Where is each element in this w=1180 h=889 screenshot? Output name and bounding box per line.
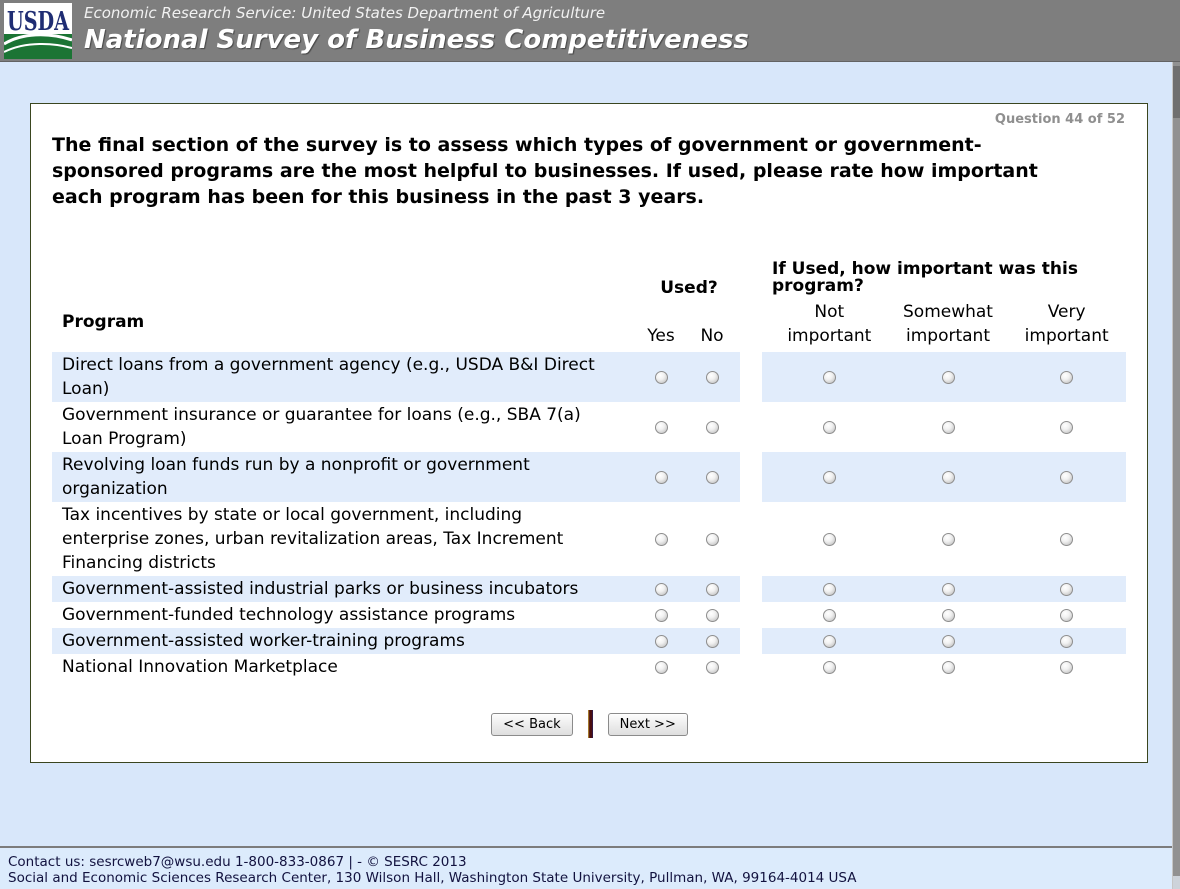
- radio-used-yes[interactable]: [654, 470, 668, 484]
- footer-address-line: Social and Economic Sciences Research Ce…: [8, 870, 857, 886]
- yes-column-label: Yes: [647, 326, 675, 346]
- radio-very-important[interactable]: [1060, 582, 1074, 596]
- question-text: The final section of the survey is to as…: [52, 134, 1038, 208]
- radio-very-important[interactable]: [1060, 370, 1074, 384]
- program-label: Revolving loan funds run by a nonprofit …: [62, 455, 530, 499]
- radio-used-yes[interactable]: [654, 420, 668, 434]
- radio-used-no[interactable]: [705, 582, 719, 596]
- used-header: Used?: [660, 278, 718, 298]
- table-row: Revolving loan funds run by a nonprofit …: [52, 452, 1127, 502]
- column-gap: [740, 452, 762, 502]
- program-label: Government-assisted industrial parks or …: [62, 579, 579, 599]
- radio-somewhat-important[interactable]: [941, 634, 955, 648]
- radio-used-no[interactable]: [705, 634, 719, 648]
- radio-very-important[interactable]: [1060, 470, 1074, 484]
- radio-somewhat-important[interactable]: [941, 420, 955, 434]
- radio-somewhat-important[interactable]: [941, 582, 955, 596]
- not-important-column-label: Not important: [787, 302, 872, 346]
- column-gap: [740, 602, 762, 628]
- table-row: Direct loans from a government agency (e…: [52, 352, 1127, 402]
- survey-panel: Question 44 of 52 The final section of t…: [30, 103, 1148, 763]
- site-title: National Survey of Business Competitiven…: [84, 25, 749, 55]
- top-banner: USDA Economic Research Service: United S…: [0, 0, 1180, 62]
- radio-very-important[interactable]: [1060, 608, 1074, 622]
- radio-not-important[interactable]: [822, 582, 836, 596]
- importance-header: If Used, how important was this program?: [772, 259, 1078, 296]
- radio-used-yes[interactable]: [654, 532, 668, 546]
- no-column-label: No: [700, 326, 724, 346]
- radio-not-important[interactable]: [822, 370, 836, 384]
- radio-used-no[interactable]: [705, 420, 719, 434]
- button-separator: [587, 710, 593, 738]
- back-button[interactable]: << Back: [491, 712, 573, 736]
- usda-logo-image: USDA: [3, 3, 73, 59]
- column-gap: [740, 352, 762, 402]
- radio-used-yes[interactable]: [654, 660, 668, 674]
- navigation-bar: << Back Next >>: [52, 710, 1127, 738]
- table-row: Government-assisted worker-training prog…: [52, 628, 1127, 654]
- radio-very-important[interactable]: [1060, 532, 1074, 546]
- program-label: Direct loans from a government agency (e…: [62, 355, 595, 399]
- radio-very-important[interactable]: [1060, 634, 1074, 648]
- program-label: National Innovation Marketplace: [62, 657, 338, 677]
- scrollbar[interactable]: [1172, 62, 1180, 889]
- program-table: If Used, how important was this program?…: [52, 256, 1127, 738]
- radio-somewhat-important[interactable]: [941, 470, 955, 484]
- radio-not-important[interactable]: [822, 470, 836, 484]
- radio-used-no[interactable]: [705, 370, 719, 384]
- radio-used-yes[interactable]: [654, 634, 668, 648]
- column-gap: [740, 628, 762, 654]
- radio-not-important[interactable]: [822, 660, 836, 674]
- table-row: Tax incentives by state or local governm…: [52, 502, 1127, 576]
- program-label: Government-funded technology assistance …: [62, 605, 516, 625]
- footer: Contact us: sesrcweb7@wsu.edu 1-800-833-…: [0, 846, 1172, 889]
- radio-used-no[interactable]: [705, 660, 719, 674]
- agency-line: Economic Research Service: United States…: [84, 4, 606, 22]
- footer-contact-line: Contact us: sesrcweb7@wsu.edu 1-800-833-…: [8, 854, 467, 870]
- next-button[interactable]: Next >>: [607, 712, 688, 736]
- radio-used-no[interactable]: [705, 608, 719, 622]
- table-row: Government-funded technology assistance …: [52, 602, 1127, 628]
- scrollbar-corner: [1173, 876, 1180, 889]
- usda-logo-text: USDA: [7, 7, 70, 37]
- radio-used-yes[interactable]: [654, 608, 668, 622]
- radio-not-important[interactable]: [822, 420, 836, 434]
- radio-somewhat-important[interactable]: [941, 608, 955, 622]
- radio-not-important[interactable]: [822, 532, 836, 546]
- radio-used-no[interactable]: [705, 470, 719, 484]
- somewhat-important-column-label: Somewhat important: [903, 302, 993, 346]
- program-label: Tax incentives by state or local governm…: [62, 505, 564, 573]
- radio-used-no[interactable]: [705, 532, 719, 546]
- table-row: National Innovation Marketplace: [52, 654, 1127, 680]
- table-row: Government insurance or guarantee for lo…: [52, 402, 1127, 452]
- radio-used-yes[interactable]: [654, 582, 668, 596]
- radio-very-important[interactable]: [1060, 660, 1074, 674]
- column-gap: [740, 502, 762, 576]
- column-gap: [740, 576, 762, 602]
- column-gap: [740, 402, 762, 452]
- table-row: Government-assisted industrial parks or …: [52, 576, 1127, 602]
- radio-somewhat-important[interactable]: [941, 370, 955, 384]
- program-label: Government insurance or guarantee for lo…: [62, 405, 581, 449]
- question-counter: Question 44 of 52: [994, 112, 1125, 127]
- radio-used-yes[interactable]: [654, 370, 668, 384]
- column-gap: [740, 654, 762, 680]
- radio-somewhat-important[interactable]: [941, 660, 955, 674]
- radio-very-important[interactable]: [1060, 420, 1074, 434]
- radio-not-important[interactable]: [822, 608, 836, 622]
- radio-somewhat-important[interactable]: [941, 532, 955, 546]
- program-table-body: Direct loans from a government agency (e…: [52, 352, 1127, 680]
- radio-not-important[interactable]: [822, 634, 836, 648]
- very-important-column-label: Very important: [1024, 302, 1109, 346]
- usda-logo: USDA: [3, 3, 73, 59]
- scrollbar-thumb[interactable]: [1173, 66, 1180, 118]
- program-label: Government-assisted worker-training prog…: [62, 631, 465, 651]
- program-column-header: Program: [62, 312, 145, 332]
- table-header: If Used, how important was this program?…: [52, 256, 1127, 352]
